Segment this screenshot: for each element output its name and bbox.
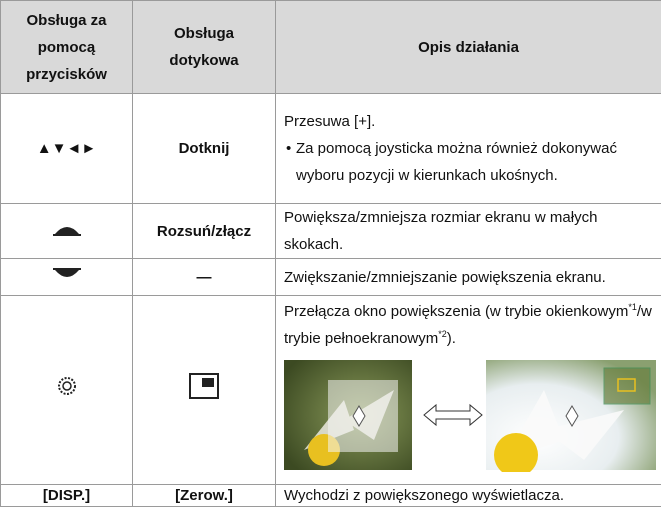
- control-dial-icon: [57, 376, 77, 396]
- text: ).: [447, 330, 456, 347]
- cell: Przełącza okno powiększenia (w trybie ok…: [276, 296, 661, 485]
- cell: [1, 259, 133, 296]
- cell: [Zerow.]: [133, 485, 276, 507]
- cell: Dotknij: [133, 94, 276, 204]
- cell: Przesuwa [+].Za pomocą joysticka można r…: [276, 94, 661, 204]
- cell: Rozsuń/złącz: [133, 204, 276, 259]
- cell: Zwiększanie/zmniejszanie powiększenia ek…: [276, 259, 661, 296]
- footnote: *2: [438, 329, 447, 339]
- cell: Powiększa/zmniejsza rozmiar ekranu w mał…: [276, 204, 661, 259]
- bullet: Za pomocą joysticka można również dokony…: [284, 135, 653, 189]
- cell: [1, 296, 133, 485]
- header-cell: Obsługa za pomocą przycisków: [1, 1, 133, 94]
- front-dial-icon: [53, 222, 81, 236]
- cell: Wychodzi z powiększonego wyświetlacza.: [276, 485, 661, 507]
- cell: [DISP.]: [1, 485, 133, 507]
- text: Przesuwa [+].: [284, 108, 653, 135]
- illustration: [284, 360, 656, 472]
- header-cell: Obsługa dotykowa: [133, 1, 276, 94]
- text: Przełącza okno powiększenia (w trybie ok…: [284, 303, 628, 320]
- cell: [1, 204, 133, 259]
- text: Przełącza okno powiększenia (w trybie ok…: [284, 298, 653, 352]
- cell: —: [133, 259, 276, 296]
- cell: ▲▼◄►: [1, 94, 133, 204]
- rear-dial-icon: [53, 268, 81, 282]
- touch-icon: [189, 373, 219, 399]
- cell: [133, 296, 276, 485]
- header-cell: Opis działania: [276, 1, 661, 94]
- footnote: *1: [628, 302, 637, 312]
